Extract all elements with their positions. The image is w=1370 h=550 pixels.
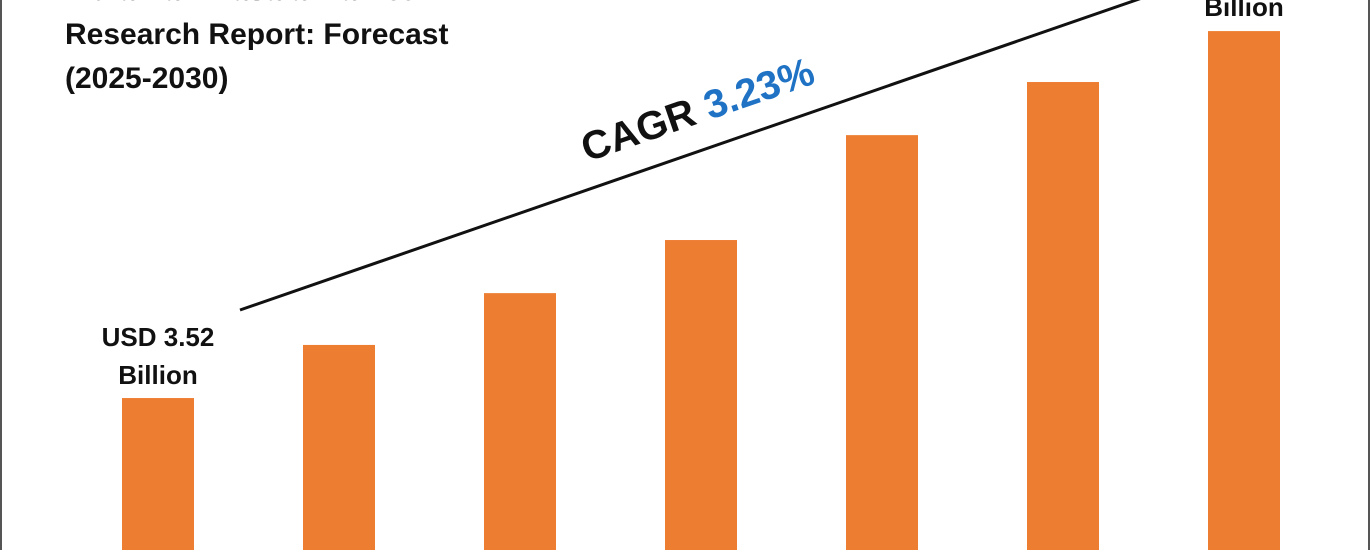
bar (665, 240, 737, 550)
value-label: USD 3.52 Billion (101, 322, 215, 391)
value-label: Billion (1204, 0, 1284, 22)
chart-title: Research Report: Forecast (65, 18, 449, 51)
cagr-line (239, 0, 1141, 312)
bar (1208, 31, 1280, 550)
bar (484, 293, 556, 550)
chart-title: (2025-2030) (65, 62, 229, 95)
bar (122, 398, 194, 550)
bar (1027, 82, 1099, 550)
chart-title: India Pan Masala Market (65, 0, 412, 8)
bar (303, 344, 375, 550)
bar (846, 135, 918, 550)
